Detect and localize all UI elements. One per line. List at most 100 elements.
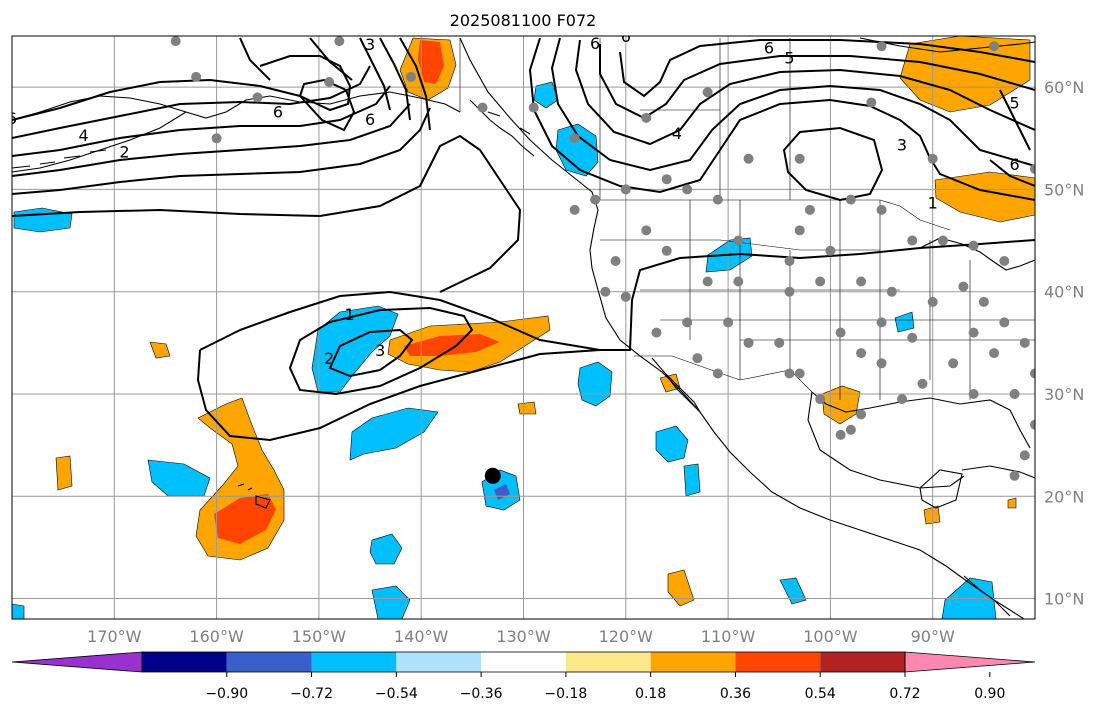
station-dot xyxy=(978,296,989,307)
station-dot xyxy=(1009,388,1020,399)
station-dot xyxy=(211,133,222,144)
lat-tick-label: 40°N xyxy=(1044,283,1084,302)
station-dot xyxy=(252,92,263,103)
station-dot xyxy=(1030,368,1035,379)
colorbar-swatch xyxy=(311,652,397,672)
lat-tick-label: 10°N xyxy=(1044,590,1084,609)
strong-positive-anomaly-region xyxy=(214,494,276,544)
contour-5-north xyxy=(12,65,371,139)
station-dot xyxy=(1030,163,1035,174)
positive-anomaly-region xyxy=(667,569,695,607)
station-dot xyxy=(927,153,938,164)
station-dot xyxy=(968,327,979,338)
negative-anomaly-region xyxy=(577,361,613,407)
contour-inner-low xyxy=(298,78,356,132)
lon-tick-label: 130°W xyxy=(496,627,551,646)
station-dot xyxy=(876,41,887,52)
station-dot xyxy=(641,225,652,236)
colorbar-swatch xyxy=(142,652,227,672)
colorbar-swatch xyxy=(396,652,482,672)
station-dot xyxy=(845,424,856,435)
colorbar-tick-label: 0.36 xyxy=(720,686,751,702)
lon-tick-label: 170°W xyxy=(87,627,142,646)
colorbar-swatch xyxy=(565,652,651,672)
contour-3-pacific xyxy=(328,328,414,378)
station-dot xyxy=(569,133,580,144)
contour-label: 6 xyxy=(7,109,17,128)
station-dot xyxy=(620,184,631,195)
station-dot xyxy=(1009,470,1020,481)
negative-anomaly-region xyxy=(371,585,411,619)
station-dot xyxy=(600,286,611,297)
station-dot xyxy=(897,394,908,405)
station-dot xyxy=(702,87,713,98)
station-dot xyxy=(907,235,918,246)
hawaii-islands xyxy=(237,483,271,509)
alaska-peninsula xyxy=(12,111,187,173)
contour-label: 3 xyxy=(365,35,375,54)
station-dot xyxy=(191,71,202,82)
station-dot xyxy=(590,194,601,205)
positive-anomaly-region xyxy=(923,505,941,525)
colorbar-tick-label: −0.36 xyxy=(460,686,503,702)
map-gridlines xyxy=(12,36,1035,619)
baja-california xyxy=(651,357,701,413)
contour-label: 6 xyxy=(1009,155,1019,174)
station-dot xyxy=(405,71,416,82)
lat-tick-label: 60°N xyxy=(1044,78,1084,97)
colorbar-extend-low xyxy=(11,651,143,673)
station-dot xyxy=(1019,337,1030,348)
station-dot xyxy=(692,353,703,364)
positive-anomaly-region xyxy=(934,171,1035,223)
contour-label: 2 xyxy=(119,143,129,162)
colorbar-tick-label: −0.54 xyxy=(375,686,418,702)
lon-tick-label: 110°W xyxy=(701,627,756,646)
height-contours xyxy=(12,37,1035,442)
north-america-west-coast xyxy=(459,37,1011,617)
station-dot xyxy=(825,245,836,256)
station-dot xyxy=(743,153,754,164)
colorbar-tick-label: −0.72 xyxy=(290,686,333,702)
station-dot xyxy=(170,36,181,47)
contour-label: 5 xyxy=(784,48,794,67)
contour-low-canada-3 xyxy=(574,39,1035,146)
colorbar-tick-labels: −0.90 −0.72 −0.54 −0.36 −0.18 0.18 0.36 0.54 0.7… xyxy=(205,672,1005,702)
station-dot xyxy=(702,276,713,287)
map-frame xyxy=(11,35,1036,620)
colorbar-swatch xyxy=(650,652,736,672)
station-dot xyxy=(948,358,959,369)
station-dot xyxy=(907,332,918,343)
station-dot xyxy=(876,204,887,215)
negative-anomaly-region xyxy=(369,533,403,565)
lon-tick-label: 160°W xyxy=(189,627,244,646)
contour-label: 6 xyxy=(273,103,283,122)
colorbar-swatch xyxy=(820,652,905,672)
cuba xyxy=(961,465,1035,479)
station-dot xyxy=(968,240,979,251)
contour-label: 6 xyxy=(621,27,631,46)
colorbar-tick-label: −0.18 xyxy=(544,686,587,702)
lon-tick-label: 90°W xyxy=(911,627,955,646)
negative-anomaly-region xyxy=(349,407,439,461)
lon-tick-label: 100°W xyxy=(803,627,858,646)
negative-anomaly-region xyxy=(13,207,73,233)
longitude-tick-labels: 170°W 160°W 150°W 140°W 130°W 120°W 110°W 100°W… xyxy=(87,627,955,646)
central-america xyxy=(963,575,1025,619)
negative-anomaly-region xyxy=(779,577,807,605)
positive-anomaly-region xyxy=(821,385,861,425)
station-dot xyxy=(784,368,795,379)
contour-label: 4 xyxy=(79,126,89,145)
strong-positive-anomaly-region xyxy=(404,334,500,356)
station-dot xyxy=(743,337,754,348)
contour-low-canada-4 xyxy=(599,44,1035,120)
station-dot xyxy=(856,409,867,420)
positive-anomaly-region xyxy=(517,401,537,415)
station-dot xyxy=(866,97,877,108)
negative-anomaly-region xyxy=(12,603,25,619)
station-dot xyxy=(968,388,979,399)
station-dot xyxy=(856,276,867,287)
station-dot xyxy=(733,235,744,246)
negative-anomaly-region xyxy=(683,463,701,497)
negative-anomaly-region xyxy=(655,425,689,463)
colorbar-tick-label: 0.54 xyxy=(805,686,836,702)
